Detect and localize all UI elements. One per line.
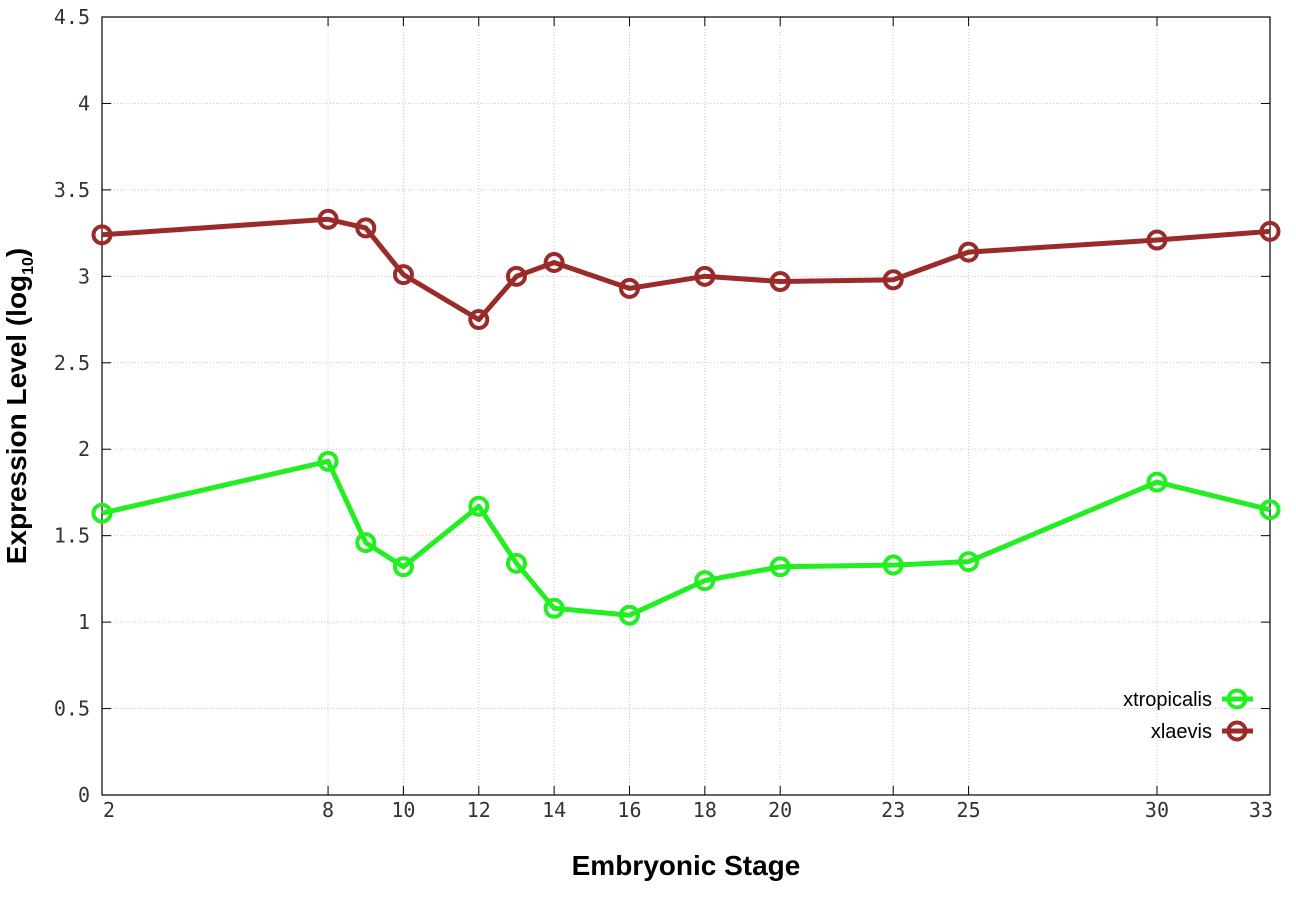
data-point: [505, 552, 527, 574]
y-axis-title-close: ): [1, 248, 32, 257]
data-point: [882, 269, 904, 291]
data-point: [91, 224, 113, 246]
legend-label: xlaevis: [1151, 721, 1212, 743]
data-point: [958, 241, 980, 263]
data-point: [355, 532, 377, 554]
legend: xtropicalis xlaevis: [1123, 688, 1253, 743]
data-point: [91, 502, 113, 524]
data-point: [317, 208, 339, 230]
y-tick-label: 2.5: [54, 351, 90, 375]
x-tick-label: 2: [103, 798, 115, 822]
x-tick-label: 8: [322, 798, 334, 822]
y-tick-label: 0.5: [54, 697, 90, 721]
data-point: [882, 554, 904, 576]
y-tick-label: 4.5: [54, 5, 90, 29]
y-tick-label: 0: [78, 783, 90, 807]
x-tick-label: 30: [1145, 798, 1169, 822]
data-point: [1259, 220, 1281, 242]
series-xlaevis: [91, 208, 1281, 331]
y-tick-label: 4: [78, 91, 90, 115]
data-point: [543, 252, 565, 274]
data-point: [769, 271, 791, 293]
x-tick-label: 10: [391, 798, 415, 822]
legend-swatch-marker: [1226, 720, 1248, 742]
x-tick-label: 14: [542, 798, 566, 822]
data-point: [1259, 499, 1281, 521]
data-point: [694, 570, 716, 592]
y-tick-label: 1.5: [54, 524, 90, 548]
legend-item: xlaevis: [1151, 720, 1253, 743]
data-point: [1146, 471, 1168, 493]
series-xtropicalis: [91, 450, 1281, 626]
data-point: [1146, 229, 1168, 251]
x-tick-label: 20: [768, 798, 792, 822]
data-point: [468, 495, 490, 517]
data-point: [392, 264, 414, 286]
data-point: [392, 556, 414, 578]
legend-item: xtropicalis: [1123, 688, 1253, 711]
y-axis-title: Expression Level (log10): [1, 248, 37, 565]
data-point: [505, 265, 527, 287]
x-tick-label: 33: [1249, 798, 1273, 822]
axis-ticks: 0 0.5 1 1.5 2 2.5 3 3.5 4 4.5 2 8 10 12 14 16 18 20 23 25 30…: [54, 5, 1273, 822]
y-tick-label: 2: [78, 437, 90, 461]
legend-swatch-marker: [1226, 688, 1248, 710]
data-point: [694, 265, 716, 287]
x-axis-title: Embryonic Stage: [572, 850, 801, 881]
x-tick-label: 25: [957, 798, 981, 822]
y-axis-title-subscript: 10: [20, 257, 37, 275]
grid: [102, 17, 1270, 795]
series-line: [101, 458, 1271, 618]
legend-label: xtropicalis: [1123, 689, 1212, 711]
y-tick-label: 3.5: [54, 178, 90, 202]
data-point: [317, 450, 339, 472]
x-tick-label: 12: [467, 798, 491, 822]
data-point: [355, 217, 377, 239]
data-point: [958, 551, 980, 573]
data-point: [468, 309, 490, 331]
y-axis-title-main: Expression Level (log: [1, 275, 32, 564]
plot-frame: [101, 16, 1271, 796]
data-point: [769, 556, 791, 578]
x-tick-label: 23: [881, 798, 905, 822]
data-point: [543, 597, 565, 619]
y-tick-label: 3: [78, 264, 90, 288]
y-tick-label: 1: [78, 610, 90, 634]
series: [91, 208, 1281, 626]
series-line: [101, 216, 1271, 323]
data-point: [618, 604, 640, 626]
data-point: [618, 277, 640, 299]
x-tick-label: 18: [693, 798, 717, 822]
x-tick-label: 16: [617, 798, 641, 822]
